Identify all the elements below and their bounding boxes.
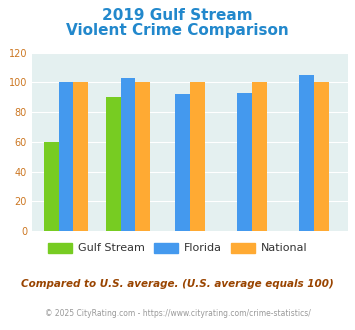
Text: Compared to U.S. average. (U.S. average equals 100): Compared to U.S. average. (U.S. average … (21, 279, 334, 289)
Bar (237, 93, 252, 231)
Bar (44, 142, 59, 231)
Bar (314, 82, 329, 231)
Bar (106, 97, 121, 231)
Bar (135, 82, 150, 231)
Bar (190, 82, 205, 231)
Bar (73, 82, 88, 231)
Bar (299, 75, 314, 231)
Bar (175, 94, 190, 231)
Text: 2019 Gulf Stream: 2019 Gulf Stream (102, 8, 253, 23)
Bar (121, 78, 135, 231)
Text: Violent Crime Comparison: Violent Crime Comparison (66, 23, 289, 38)
Legend: Gulf Stream, Florida, National: Gulf Stream, Florida, National (43, 238, 312, 258)
Text: © 2025 CityRating.com - https://www.cityrating.com/crime-statistics/: © 2025 CityRating.com - https://www.city… (45, 309, 310, 317)
Bar (252, 82, 267, 231)
Bar (59, 82, 73, 231)
